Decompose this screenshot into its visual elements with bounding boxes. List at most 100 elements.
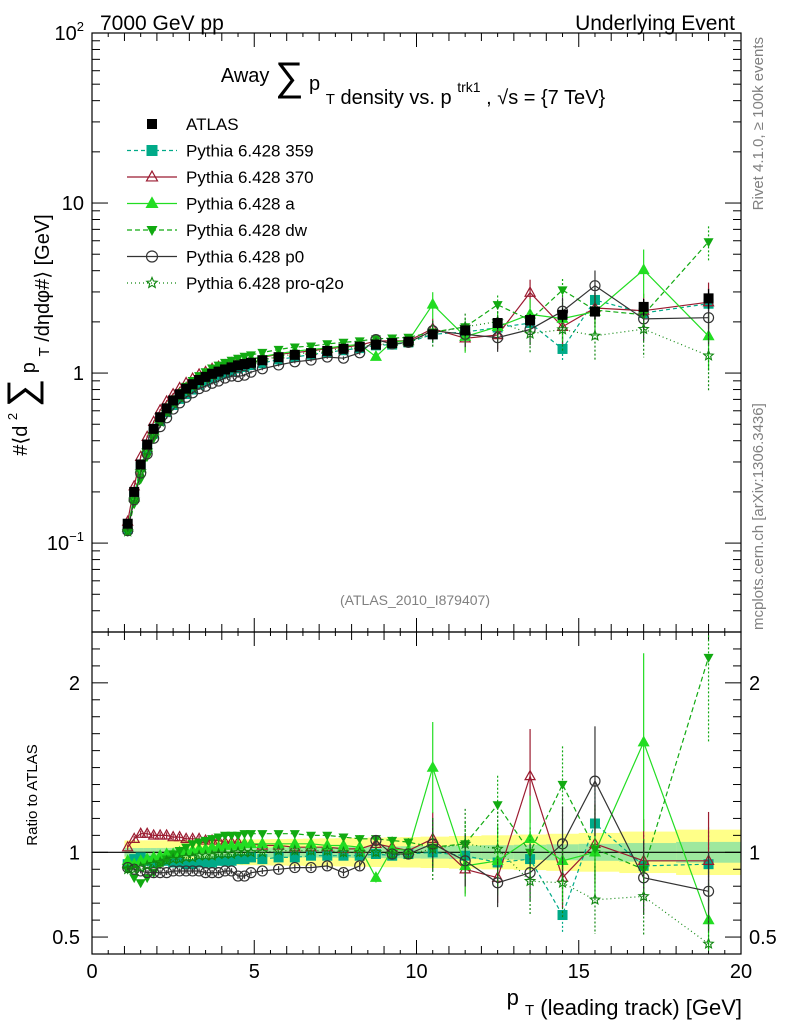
header-left: 7000 GeV pp (100, 12, 224, 35)
data-point (305, 861, 317, 874)
data-point (226, 855, 237, 866)
data-point (174, 857, 185, 868)
atlas-point (220, 364, 231, 375)
data-point (322, 831, 333, 841)
data-point (141, 827, 154, 838)
y-tick-label: 10 (62, 193, 84, 215)
data-point (181, 388, 192, 399)
data-point (288, 844, 301, 856)
data-point (588, 329, 602, 342)
data-point (369, 349, 382, 361)
data-point (557, 286, 568, 296)
data-point (257, 830, 268, 840)
data-point (180, 865, 192, 877)
data-point (289, 830, 300, 840)
atlas-point (427, 329, 438, 340)
data-point (181, 843, 192, 853)
data-point (426, 760, 439, 772)
data-point (167, 830, 180, 842)
data-point (187, 840, 198, 850)
data-point (239, 854, 250, 865)
data-point (246, 852, 257, 863)
data-point (246, 830, 257, 840)
data-point (492, 301, 503, 311)
legend-label: Pythia 6.428 a (186, 195, 295, 214)
data-point (194, 838, 205, 848)
legend-label: Pythia 6.428 359 (186, 142, 314, 161)
plot-title: Away ∑ p T density vs. p trk1 , √s = {7 … (221, 55, 606, 109)
atlas-point (638, 301, 649, 312)
data-point (354, 860, 366, 872)
x-tick-label: 0 (86, 961, 97, 983)
series-line (127, 284, 709, 531)
series-main-pythia6428370 (121, 279, 715, 526)
series-line (127, 657, 710, 884)
legend: ATLAS Pythia 6.428 359 Pythia 6.428 370 Pyt… (127, 115, 344, 293)
data-point (121, 525, 134, 537)
data-point (200, 857, 211, 868)
data-point (702, 937, 715, 950)
legend-marker (145, 196, 159, 209)
data-point (233, 854, 244, 865)
series-main-pythia6428pro-q2o (121, 307, 715, 537)
data-point (403, 838, 414, 848)
data-point (702, 885, 715, 897)
x-tick-label: 20 (730, 961, 752, 983)
atlas-point (207, 368, 218, 379)
data-point (168, 857, 179, 868)
legend-marker (146, 145, 158, 156)
series-line (127, 320, 709, 532)
data-point (220, 831, 231, 841)
series-line (127, 269, 709, 528)
atlas-point (289, 349, 300, 360)
legend-marker (146, 226, 158, 236)
ratio-axis-label: Ratio to ATLAS (24, 744, 41, 845)
legend-atlas-label: ATLAS (186, 115, 239, 134)
atlas-point (403, 336, 414, 347)
data-point (154, 867, 166, 879)
atlas-point (155, 412, 166, 423)
ratio-tick-label-right: 2 (749, 673, 760, 695)
ratio-tick-label: 1 (69, 842, 80, 864)
atlas-point (589, 306, 600, 317)
x-tick-label: 15 (568, 961, 590, 983)
data-point (703, 653, 714, 663)
data-point (180, 832, 193, 843)
data-point (338, 833, 349, 843)
ratio-tick-label: 0.5 (52, 927, 80, 949)
data-point (193, 865, 205, 877)
atlas-point (557, 309, 568, 320)
data-point (702, 349, 715, 361)
data-point (637, 735, 650, 747)
data-point (637, 889, 650, 902)
atlas-point (387, 338, 398, 349)
data-point (306, 831, 317, 841)
data-point (387, 836, 398, 846)
atlas-point (370, 339, 381, 350)
data-point (256, 845, 269, 858)
atlas-point (213, 366, 224, 377)
atlas-point (273, 352, 284, 363)
data-point (220, 855, 231, 866)
data-point (702, 312, 715, 324)
data-point (199, 867, 212, 879)
data-point (321, 844, 334, 856)
x-tick-label: 5 (249, 961, 260, 983)
series-line (127, 299, 709, 530)
series-ratio-pythia6428p0 (122, 726, 715, 931)
data-point (160, 828, 173, 840)
series-atlas (122, 289, 714, 529)
data-point (226, 356, 237, 366)
data-point (354, 835, 365, 845)
y-axis-label: #⟨d 2 ∑ p T /dηdφ#⟩ [GeV] (0, 214, 54, 455)
data-point (492, 801, 503, 811)
data-point (337, 867, 350, 879)
data-point (273, 852, 284, 863)
data-point (206, 867, 218, 879)
data-point (239, 830, 250, 840)
atlas-point (135, 459, 146, 470)
data-point (370, 834, 382, 847)
data-point (121, 840, 134, 852)
atlas-point (148, 423, 159, 434)
data-point (239, 352, 250, 362)
